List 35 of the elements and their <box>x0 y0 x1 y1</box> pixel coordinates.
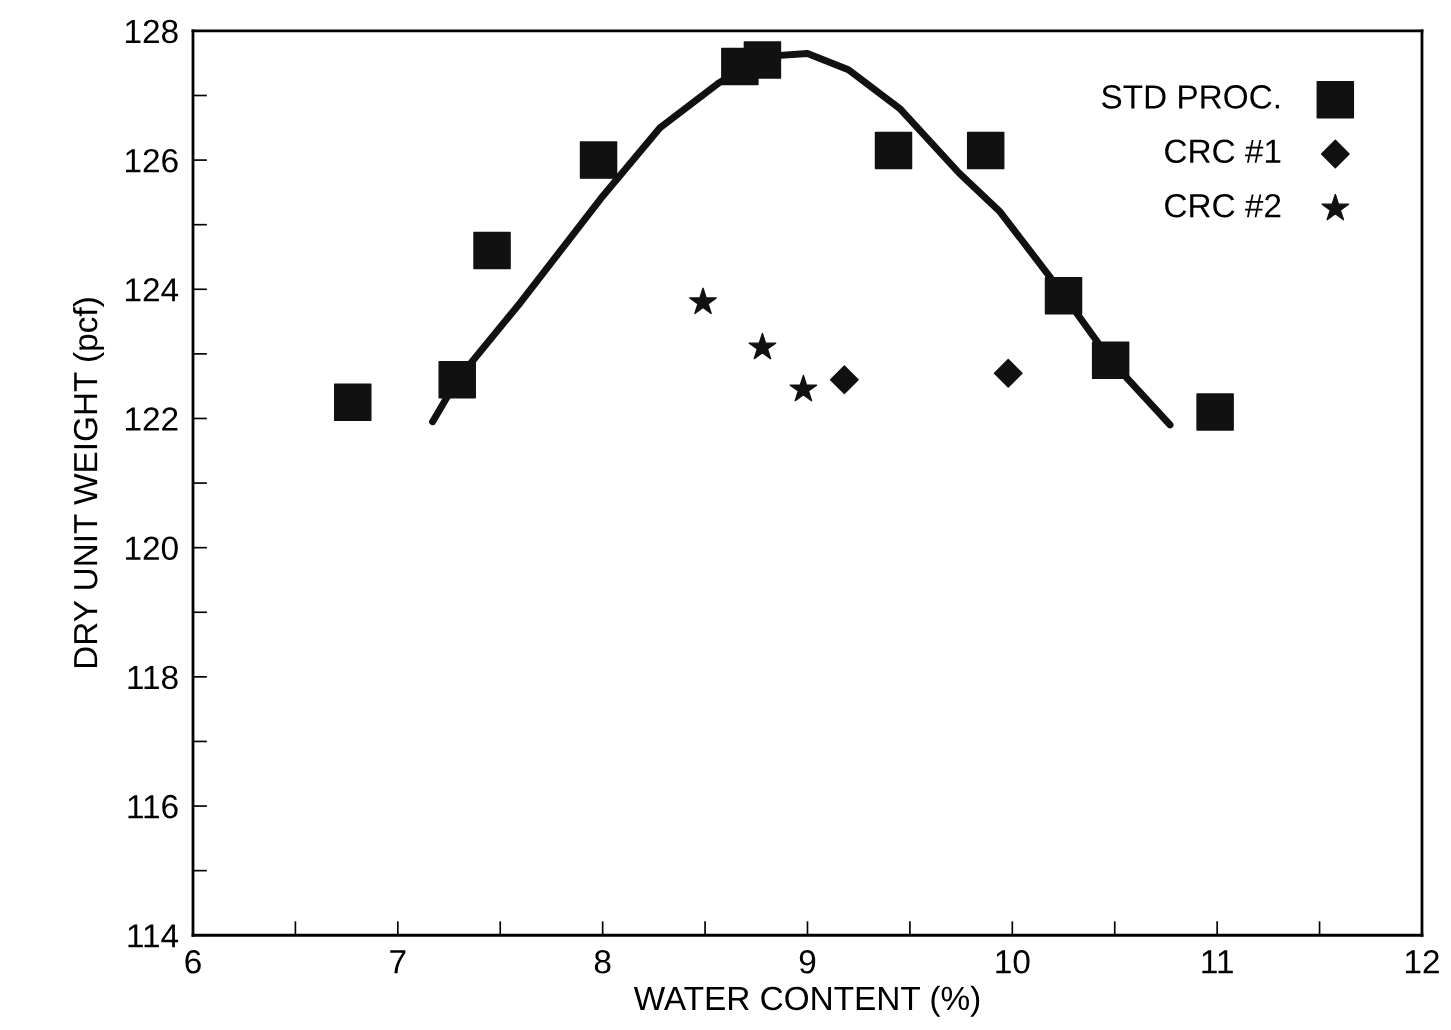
point <box>993 358 1023 388</box>
point <box>473 231 511 270</box>
y-tick-label: 124 <box>126 278 179 302</box>
legend-label: STD PROC. <box>1102 85 1279 109</box>
point <box>689 287 717 315</box>
point <box>748 332 777 360</box>
point <box>438 360 476 399</box>
y-tick-label: 128 <box>126 19 178 44</box>
x-tick-label: 9 <box>799 950 816 974</box>
legend-label: CRC #2 <box>1165 193 1281 218</box>
point <box>1044 276 1083 315</box>
point <box>874 131 913 170</box>
y-tick-label: 114 <box>128 924 179 948</box>
point <box>579 141 618 179</box>
x-tick-label: 6 <box>185 950 201 974</box>
point <box>829 365 859 395</box>
point <box>966 131 1005 170</box>
point <box>1091 341 1130 380</box>
legend-label: CRC #1 <box>1165 139 1281 164</box>
point <box>1196 393 1234 431</box>
x-tick-label: 12 <box>1405 950 1439 974</box>
x-tick-label: 8 <box>594 950 611 974</box>
point <box>334 383 372 422</box>
y-tick-label: 116 <box>128 794 178 819</box>
x-axis-title: WATER CONTENT (%) <box>633 985 980 1017</box>
x-tick-label: 10 <box>996 950 1030 974</box>
point <box>789 374 818 402</box>
y-tick-label: 122 <box>126 407 178 431</box>
y-tick-label: 120 <box>126 536 178 561</box>
y-tick-label: 126 <box>126 148 178 173</box>
x-tick-label: 7 <box>390 950 406 974</box>
y-axis-title: DRY UNIT WEIGHT (pcf) <box>72 298 105 668</box>
x-tick-label: 11 <box>1202 950 1233 974</box>
y-tick-label: 118 <box>128 665 178 690</box>
point <box>743 41 782 79</box>
